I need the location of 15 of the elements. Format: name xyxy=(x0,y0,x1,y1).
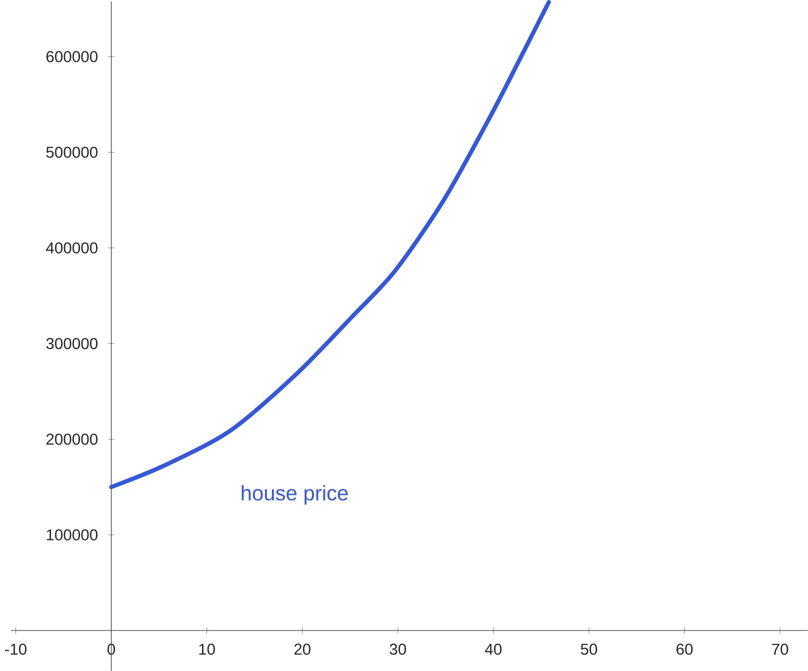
x-tick-label: 70 xyxy=(772,644,788,655)
text: house price xyxy=(242,485,348,505)
y-tick-label: 500000 xyxy=(46,146,98,158)
x-tick-label: 60 xyxy=(676,644,693,655)
y-tick-label: 400000 xyxy=(46,242,98,254)
y-tick-label: 600000 xyxy=(46,51,98,62)
x-tick-label: 20 xyxy=(294,644,310,655)
y-tick-label: 200000 xyxy=(46,434,98,445)
x-tick-label: 10 xyxy=(199,644,215,655)
x-tick-label: 50 xyxy=(580,644,598,655)
y-tick-label: 300000 xyxy=(46,338,98,350)
y-tick-label: 100000 xyxy=(46,529,98,540)
x-tick-label: -10 xyxy=(5,644,26,655)
x-tick-label: 40 xyxy=(485,644,502,655)
x-tick-label: 30 xyxy=(390,644,406,655)
